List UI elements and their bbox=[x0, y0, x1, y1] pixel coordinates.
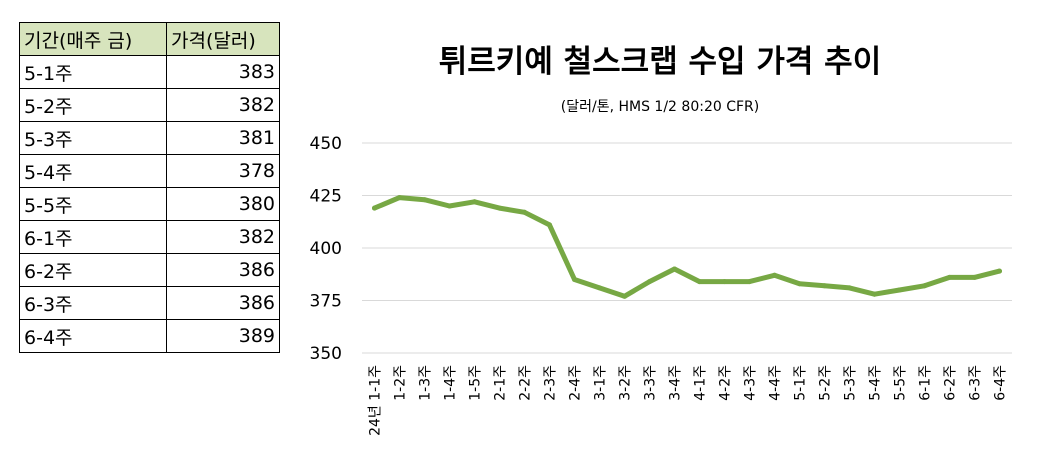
x-tick-label: 5-2주 bbox=[818, 365, 834, 401]
table-cell-price: 382 bbox=[166, 88, 280, 122]
table-cell-price: 382 bbox=[166, 220, 280, 254]
x-tick-label: 1-2주 bbox=[393, 365, 409, 401]
table-row: 5-5주 380 bbox=[19, 187, 280, 221]
data-point bbox=[522, 209, 527, 215]
x-tick-label: 3-4주 bbox=[668, 365, 684, 401]
y-tick-label: 400 bbox=[310, 239, 342, 259]
data-point bbox=[497, 205, 502, 211]
table-row: 6-1주 382 bbox=[19, 220, 280, 254]
table-cell-price: 386 bbox=[166, 253, 280, 287]
data-point bbox=[372, 205, 377, 211]
x-tick-label: 4-1주 bbox=[693, 365, 709, 401]
table-cell-price: 380 bbox=[166, 187, 280, 221]
x-tick-label: 5-3주 bbox=[843, 365, 859, 401]
data-point bbox=[947, 274, 952, 280]
data-point bbox=[822, 283, 827, 289]
data-point bbox=[447, 203, 452, 209]
table-row: 5-2주 382 bbox=[19, 88, 280, 122]
data-point bbox=[472, 199, 477, 205]
data-point bbox=[597, 285, 602, 291]
table-body: 5-1주 383 5-2주 382 5-3주 381 5-4주 378 5-5주 380 6-1주 3… bbox=[19, 55, 280, 353]
x-tick-label: 2-3주 bbox=[543, 365, 559, 401]
x-tick-label: 6-3주 bbox=[968, 365, 984, 401]
x-tick-label: 2-1주 bbox=[493, 365, 509, 401]
table-cell-price: 378 bbox=[166, 154, 280, 188]
y-tick-label: 450 bbox=[310, 134, 342, 154]
x-tick-label: 1-5주 bbox=[468, 365, 484, 401]
table-cell-price: 383 bbox=[166, 55, 280, 89]
column-header-price: 가격(달러) bbox=[166, 22, 280, 56]
data-point bbox=[997, 268, 1002, 274]
x-tick-label: 5-1주 bbox=[793, 365, 809, 401]
x-tick-label: 3-3주 bbox=[643, 365, 659, 401]
table-cell-period: 6-1주 bbox=[19, 220, 167, 254]
x-tick-label: 4-3주 bbox=[743, 365, 759, 401]
table-cell-period: 5-5주 bbox=[19, 187, 167, 221]
data-point bbox=[547, 222, 552, 228]
table-row: 6-4주 389 bbox=[19, 319, 280, 353]
table-cell-period: 5-3주 bbox=[19, 121, 167, 155]
x-tick-label: 6-1주 bbox=[918, 365, 934, 401]
x-tick-label: 2-4주 bbox=[568, 365, 584, 401]
data-point bbox=[747, 279, 752, 285]
data-point bbox=[422, 197, 427, 203]
data-point bbox=[722, 279, 727, 285]
table-header-row: 기간(매주 금) 가격(달러) bbox=[19, 22, 280, 56]
y-tick-label: 350 bbox=[310, 344, 342, 364]
data-point bbox=[697, 279, 702, 285]
table-cell-period: 5-4주 bbox=[19, 154, 167, 188]
price-table: 기간(매주 금) 가격(달러) 5-1주 383 5-2주 382 5-3주 381 5-4… bbox=[19, 22, 280, 353]
x-tick-label: 2-2주 bbox=[518, 365, 534, 401]
x-tick-label: 24년 1-1주 bbox=[368, 365, 384, 436]
chart-title: 튀르키예 철스크랩 수입 가격 추이 bbox=[438, 44, 882, 80]
x-tick-label: 1-4주 bbox=[443, 365, 459, 401]
table-cell-period: 5-1주 bbox=[19, 55, 167, 89]
data-point bbox=[847, 285, 852, 291]
x-tick-label: 6-2주 bbox=[943, 365, 959, 401]
data-point bbox=[922, 283, 927, 289]
table-cell-price: 381 bbox=[166, 121, 280, 155]
table-cell-period: 6-4주 bbox=[19, 319, 167, 353]
data-point bbox=[647, 279, 652, 285]
table-row: 5-3주 381 bbox=[19, 121, 280, 155]
data-point bbox=[797, 281, 802, 287]
table-cell-period: 6-2주 bbox=[19, 253, 167, 287]
column-header-period: 기간(매주 금) bbox=[19, 22, 167, 56]
table-cell-price: 389 bbox=[166, 319, 280, 353]
data-point bbox=[672, 266, 677, 272]
x-tick-label: 6-4주 bbox=[993, 365, 1009, 401]
series-line bbox=[372, 195, 1002, 299]
data-point bbox=[397, 195, 402, 201]
data-point bbox=[972, 274, 977, 280]
x-tick-label: 4-2주 bbox=[718, 365, 734, 401]
table-row: 5-1주 383 bbox=[19, 55, 280, 89]
data-point bbox=[622, 293, 627, 299]
x-tick-label: 1-3주 bbox=[418, 365, 434, 401]
data-point bbox=[572, 277, 577, 282]
chart-subtitle: (달러/톤, HMS 1/2 80:20 CFR) bbox=[560, 99, 760, 115]
data-point bbox=[872, 291, 877, 297]
y-tick-label: 375 bbox=[310, 292, 342, 312]
table-row: 5-4주 378 bbox=[19, 154, 280, 188]
data-point bbox=[772, 272, 777, 278]
x-tick-label: 3-1주 bbox=[593, 365, 609, 401]
x-tick-label: 3-2주 bbox=[618, 365, 634, 401]
x-tick-label: 4-4주 bbox=[768, 365, 784, 401]
data-point bbox=[897, 287, 902, 293]
table-row: 6-2주 386 bbox=[19, 253, 280, 287]
y-tick-label: 425 bbox=[310, 187, 342, 207]
x-tick-label: 5-5주 bbox=[893, 365, 909, 401]
x-tick-label: 5-4주 bbox=[868, 365, 884, 401]
